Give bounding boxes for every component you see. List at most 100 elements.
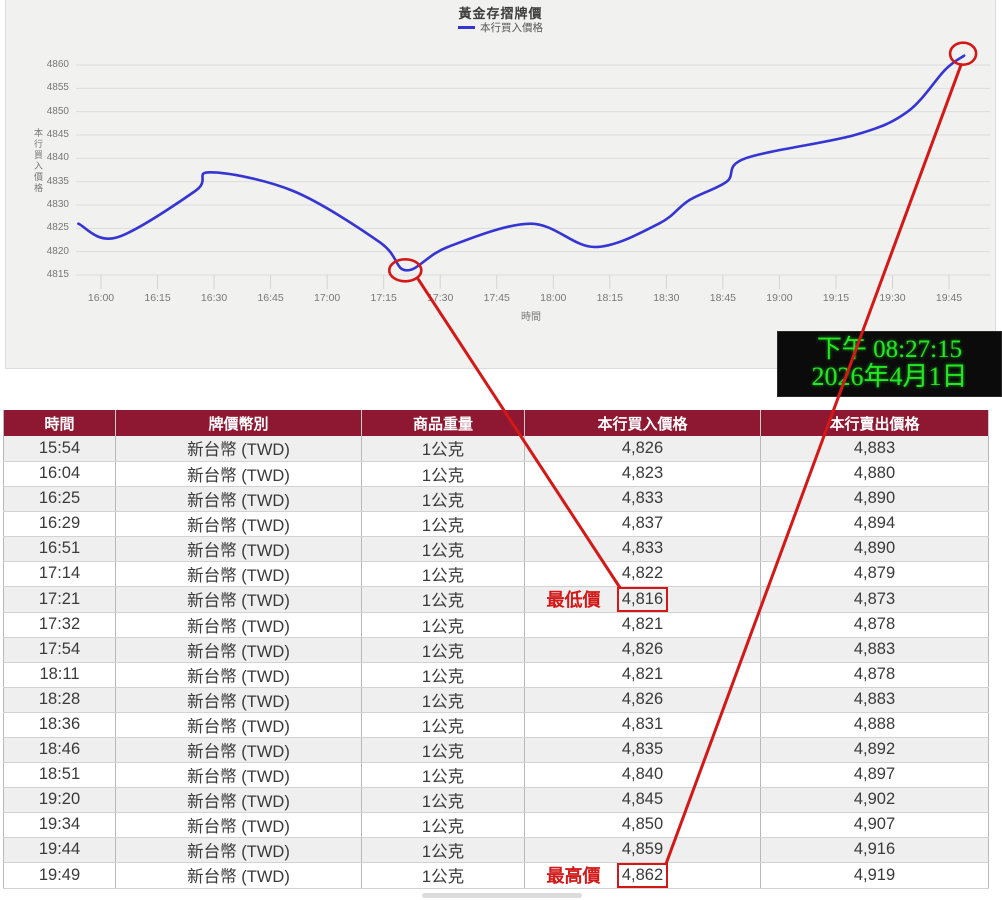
table-header-cell-0: 時間 [3, 410, 116, 436]
clock-date: 2026年4月1日 [811, 362, 968, 392]
time-cell: 16:29 [3, 511, 116, 537]
table-row: 17:32 新台幣 (TWD) 1公克 4,821 4,878 [3, 612, 989, 638]
time-cell: 17:54 [3, 637, 116, 663]
table-header-cell-2: 商品重量 [361, 410, 525, 436]
currency-cell: 新台幣 (TWD) [115, 511, 362, 537]
buy-price-cell: 4,859 [524, 837, 761, 863]
x-tick-label: 19:45 [935, 292, 963, 304]
weight-cell: 1公克 [361, 461, 525, 487]
table-row: 19:44 新台幣 (TWD) 1公克 4,859 4,916 [3, 837, 989, 863]
time-cell: 19:44 [3, 837, 116, 863]
price-line-chart [76, 54, 990, 289]
buy-price-cell: 4,850 [524, 812, 761, 838]
currency-cell: 新台幣 (TWD) [115, 536, 362, 562]
clock-time: 下午 08:27:15 [816, 336, 963, 364]
time-cell: 17:21 [3, 586, 116, 613]
buy-price-cell: 4,826 [524, 637, 761, 663]
currency-cell: 新台幣 (TWD) [115, 586, 362, 613]
sell-price-cell: 4,902 [760, 787, 989, 813]
buy-price-cell: 4,833 [524, 486, 761, 512]
clock-display: 下午 08:27:15 2026年4月1日 [777, 331, 1002, 397]
sell-price-cell: 4,892 [760, 737, 989, 763]
weight-cell: 1公克 [361, 511, 525, 537]
time-cell: 19:20 [3, 787, 116, 813]
weight-cell: 1公克 [361, 687, 525, 713]
time-cell: 16:25 [3, 486, 116, 512]
y-tick-label: 4845 [46, 129, 69, 140]
sell-price-cell: 4,916 [760, 837, 989, 863]
currency-cell: 新台幣 (TWD) [115, 436, 362, 462]
annotation-label-highest: 最高價 [546, 866, 601, 886]
time-cell: 18:28 [3, 687, 116, 713]
table-row: 16:25 新台幣 (TWD) 1公克 4,833 4,890 [3, 486, 989, 512]
sell-price-cell: 4,883 [760, 637, 989, 663]
sell-price-cell: 4,890 [760, 486, 989, 512]
sell-price-cell: 4,880 [760, 461, 989, 487]
x-tick-label: 17:15 [370, 292, 397, 304]
weight-cell: 1公克 [361, 862, 525, 889]
table-row: 19:34 新台幣 (TWD) 1公克 4,850 4,907 [3, 812, 989, 838]
x-tick-label: 16:30 [200, 292, 228, 304]
x-tick-label: 18:45 [709, 292, 737, 304]
weight-cell: 1公克 [361, 436, 525, 462]
time-cell: 17:14 [3, 561, 116, 587]
x-tick-label: 17:30 [427, 292, 454, 304]
table-header-cell-1: 牌價幣別 [115, 410, 362, 436]
time-cell: 16:51 [3, 536, 116, 562]
currency-cell: 新台幣 (TWD) [115, 862, 362, 889]
sell-price-cell: 4,894 [760, 511, 989, 537]
x-tick-label: 19:00 [766, 292, 793, 304]
y-tick-label: 4815 [46, 269, 69, 280]
buy-price-cell: 4,822 [524, 561, 761, 587]
sell-price-cell: 4,888 [760, 712, 989, 738]
weight-cell: 1公克 [361, 787, 525, 813]
scrollbar-remnant [422, 893, 582, 898]
x-tick-label: 17:45 [483, 292, 510, 304]
time-cell: 18:11 [3, 662, 116, 688]
y-axis-title: 本行買入價格 [33, 128, 43, 194]
time-cell: 19:34 [3, 812, 116, 838]
table-row: 16:51 新台幣 (TWD) 1公克 4,833 4,890 [3, 536, 989, 562]
buy-price-cell: 4,821 [524, 612, 761, 638]
weight-cell: 1公克 [361, 586, 525, 613]
currency-cell: 新台幣 (TWD) [115, 612, 362, 638]
currency-cell: 新台幣 (TWD) [115, 461, 362, 487]
time-cell: 19:49 [3, 862, 116, 889]
currency-cell: 新台幣 (TWD) [115, 486, 362, 512]
table-row: 19:49 新台幣 (TWD) 1公克 最高價 4,862 4,919 [3, 862, 989, 889]
chart-legend: 本行買入價格 [6, 20, 995, 35]
time-cell: 15:54 [3, 436, 116, 462]
currency-cell: 新台幣 (TWD) [115, 737, 362, 763]
weight-cell: 1公克 [361, 612, 525, 638]
table-row: 18:28 新台幣 (TWD) 1公克 4,826 4,883 [3, 687, 989, 713]
gold-rates-table: 時間 牌價幣別 商品重量 本行買入價格 本行賣出價格 15:54 新台幣 (TWD) 1公克… [3, 410, 989, 889]
x-tick-label: 16:45 [257, 292, 284, 304]
currency-cell: 新台幣 (TWD) [115, 561, 362, 587]
weight-cell: 1公克 [361, 662, 525, 688]
legend-line-swatch [458, 26, 475, 29]
buy-price-cell: 4,831 [524, 712, 761, 738]
table-row: 17:54 新台幣 (TWD) 1公克 4,826 4,883 [3, 637, 989, 663]
currency-cell: 新台幣 (TWD) [115, 837, 362, 863]
table-header-cell-3: 本行買入價格 [524, 410, 761, 436]
weight-cell: 1公克 [361, 561, 525, 587]
x-tick-label: 16:00 [87, 292, 115, 304]
annotation-box-highest: 4,862 [616, 862, 669, 888]
x-tick-label: 16:15 [144, 292, 171, 304]
table-header-cell-4: 本行賣出價格 [760, 410, 989, 436]
currency-cell: 新台幣 (TWD) [115, 637, 362, 663]
time-cell: 18:36 [3, 712, 116, 738]
y-tick-label: 4855 [46, 82, 69, 94]
buy-price-cell: 4,837 [524, 511, 761, 537]
currency-cell: 新台幣 (TWD) [115, 762, 362, 788]
table-row: 15:54 新台幣 (TWD) 1公克 4,826 4,883 [3, 436, 989, 462]
table-row: 18:11 新台幣 (TWD) 1公克 4,821 4,878 [3, 662, 989, 688]
table-row: 16:04 新台幣 (TWD) 1公克 4,823 4,880 [3, 461, 989, 487]
table-row: 18:46 新台幣 (TWD) 1公克 4,835 4,892 [3, 737, 989, 763]
buy-price-cell: 4,826 [524, 687, 761, 713]
x-tick-label: 18:00 [540, 292, 567, 304]
time-cell: 18:46 [3, 737, 116, 763]
weight-cell: 1公克 [361, 837, 525, 863]
sell-price-cell: 4,883 [760, 687, 989, 713]
y-tick-label: 4825 [46, 222, 69, 234]
